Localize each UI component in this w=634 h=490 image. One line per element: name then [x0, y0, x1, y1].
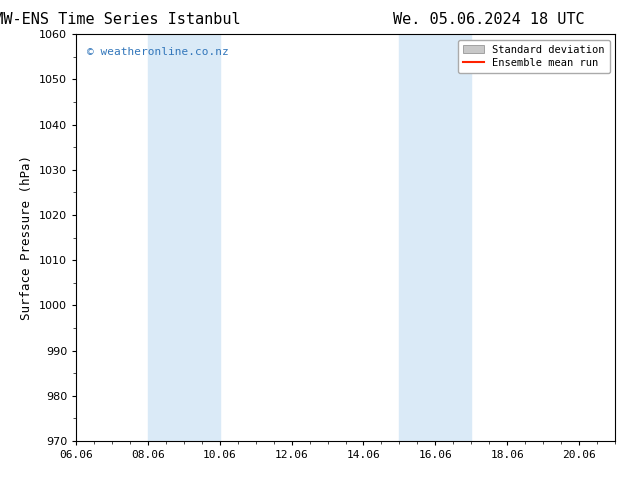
Text: We. 05.06.2024 18 UTC: We. 05.06.2024 18 UTC — [393, 12, 585, 27]
Bar — [399, 34, 471, 441]
Y-axis label: Surface Pressure (hPa): Surface Pressure (hPa) — [20, 155, 34, 320]
Bar — [148, 34, 220, 441]
Text: © weatheronline.co.nz: © weatheronline.co.nz — [87, 47, 229, 56]
Text: ECMW-ENS Time Series Istanbul: ECMW-ENS Time Series Istanbul — [0, 12, 241, 27]
Legend: Standard deviation, Ensemble mean run: Standard deviation, Ensemble mean run — [458, 40, 610, 73]
